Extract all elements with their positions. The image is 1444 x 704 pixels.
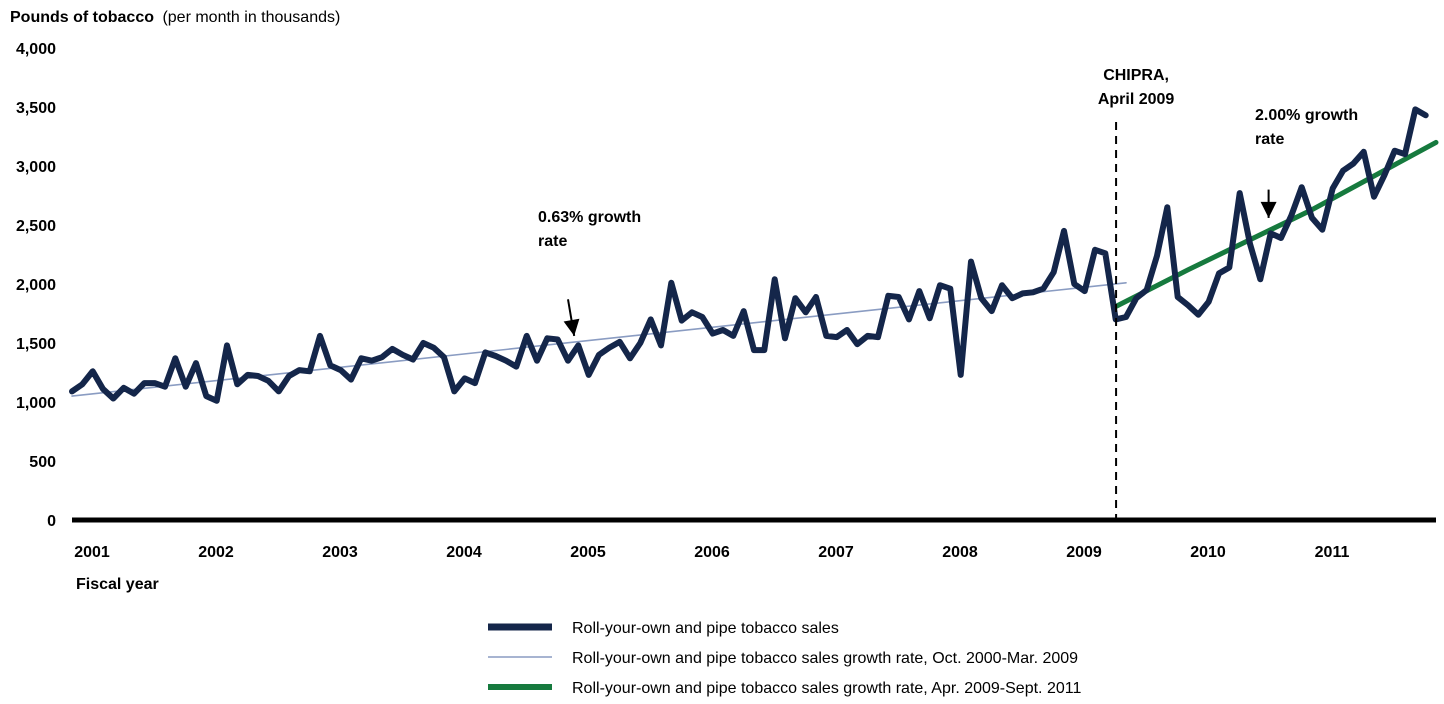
chipra-label: April 2009 [1098, 91, 1175, 108]
y-tick-label: 0 [47, 513, 56, 530]
y-tick-label: 4,000 [16, 41, 56, 58]
growth-rate-label: 2.00% growth [1255, 107, 1358, 124]
x-axis-title: Fiscal year [76, 576, 159, 593]
x-tick-labels: 2001 2002 2003 2004 2005 2006 2007 2008 2009 2010… [74, 544, 1349, 561]
x-tick-label: 2009 [1066, 544, 1102, 561]
x-tick-label: 2003 [322, 544, 358, 561]
chipra-label: CHIPRA, [1103, 67, 1169, 84]
growth-arrowhead [1260, 201, 1277, 218]
growth-rate-label: 0.63% growth [538, 209, 641, 226]
legend-label: Roll-your-own and pipe tobacco sales gro… [572, 650, 1078, 667]
y-axis-title-units: (per month in thousands) [162, 9, 340, 26]
x-tick-label: 2011 [1315, 544, 1350, 561]
y-tick-labels: 0 500 1,000 1,500 2,000 2,500 3,000 3,500 4,000 [16, 41, 56, 530]
y-tick-label: 1,500 [16, 336, 56, 353]
growth-arrowhead [563, 318, 580, 336]
x-tick-label: 2001 [74, 544, 110, 561]
x-tick-label: 2007 [818, 544, 854, 561]
growth-rate-label: rate [538, 233, 567, 250]
legend: Roll-your-own and pipe tobacco sales Roll… [488, 620, 1081, 697]
x-tick-label: 2010 [1190, 544, 1226, 561]
x-tick-label: 2005 [570, 544, 606, 561]
series-lines [69, 106, 1439, 404]
y-axis-title-bold: Pounds of tobacco [10, 9, 154, 26]
x-tick-label: 2008 [942, 544, 978, 561]
x-tick-label: 2002 [198, 544, 234, 561]
y-tick-label: 1,000 [16, 395, 56, 412]
series-line-0 [69, 106, 1429, 404]
y-tick-label: 3,500 [16, 100, 56, 117]
x-tick-label: 2004 [446, 544, 482, 561]
growth-rate-label: rate [1255, 131, 1284, 148]
legend-label: Roll-your-own and pipe tobacco sales gro… [572, 680, 1081, 697]
y-tick-label: 500 [29, 454, 56, 471]
y-tick-label: 2,500 [16, 218, 56, 235]
legend-label: Roll-your-own and pipe tobacco sales [572, 620, 839, 637]
y-axis-title: Pounds of tobacco (per month in thousand… [10, 9, 340, 26]
y-tick-label: 3,000 [16, 159, 56, 176]
x-tick-label: 2006 [694, 544, 730, 561]
annotations: 0.63% growth rate 2.00% growth rate CHIPRA, A… [538, 67, 1358, 520]
y-tick-label: 2,000 [16, 277, 56, 294]
